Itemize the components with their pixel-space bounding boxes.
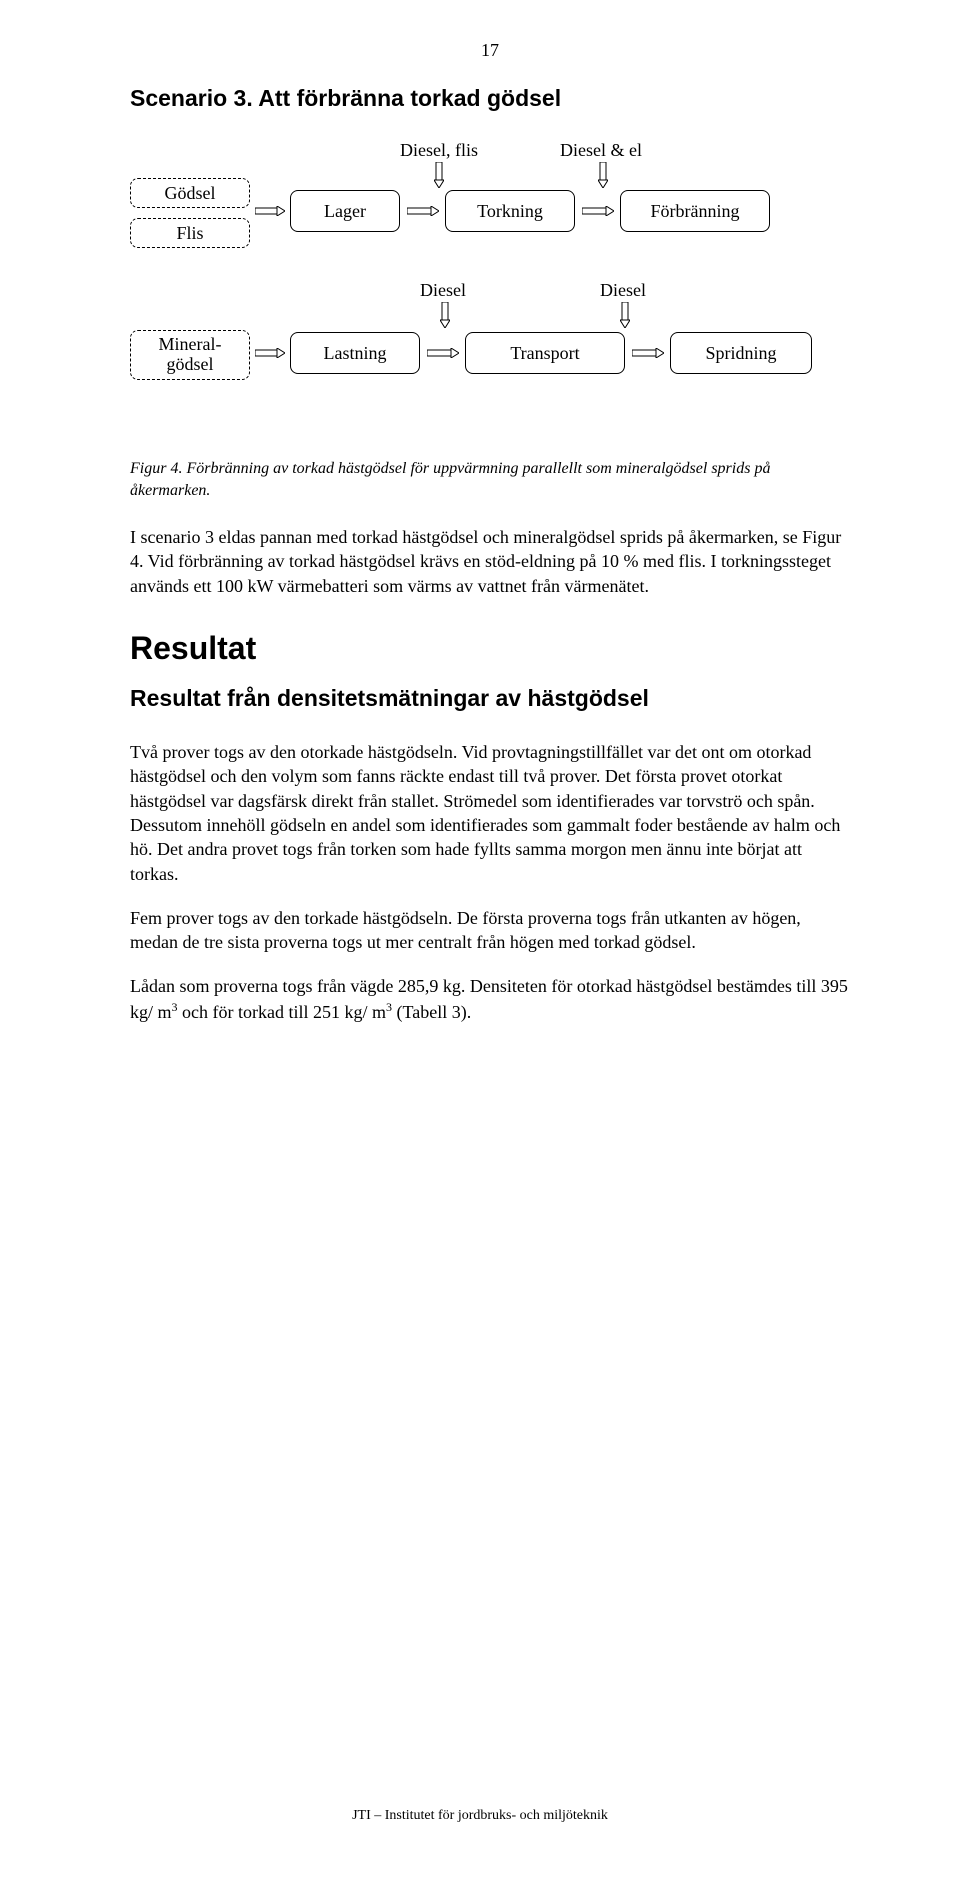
label-diesel-el: Diesel & el [560,140,642,161]
page-number: 17 [130,40,850,61]
paragraph-4-b: och för torkad till 251 kg/ m [178,1002,386,1022]
label-diesel-2: Diesel [600,280,646,301]
paragraph-4: Lådan som proverna togs från vägde 285,9… [130,974,850,1024]
arrow-right-icon [632,348,664,358]
arrow-down-icon [440,302,450,328]
arrow-right-icon [407,206,439,216]
box-flis: Flis [130,218,250,248]
paragraph-2: Två prover togs av den otorkade hästgöds… [130,740,850,886]
footer-text: JTI – Institutet för jordbruks- och milj… [0,1808,960,1824]
label-diesel-flis: Diesel, flis [400,140,478,161]
arrow-down-icon [620,302,630,328]
box-mineralgodsel: Mineral- gödsel [130,330,250,380]
flow-diagram: Diesel, flis Diesel & el Gödsel Flis Lag… [130,140,850,430]
arrow-right-icon [427,348,459,358]
box-lager: Lager [290,190,400,232]
box-forbranning: Förbränning [620,190,770,232]
box-lastning: Lastning [290,332,420,374]
figure-caption: Figur 4. Förbränning av torkad hästgödse… [130,458,850,501]
label-diesel-1: Diesel [420,280,466,301]
arrow-right-icon [255,348,285,358]
box-godsel: Gödsel [130,178,250,208]
arrow-right-icon [255,206,285,216]
arrow-right-icon [582,206,614,216]
paragraph-1: I scenario 3 eldas pannan med torkad häs… [130,525,850,598]
arrow-down-icon [434,162,444,188]
heading-scenario: Scenario 3. Att förbränna torkad gödsel [130,85,850,112]
box-spridning: Spridning [670,332,812,374]
box-transport: Transport [465,332,625,374]
paragraph-4-c: (Tabell 3). [392,1002,471,1022]
paragraph-3: Fem prover togs av den torkade hästgödse… [130,906,850,955]
arrow-down-icon [598,162,608,188]
box-torkning: Torkning [445,190,575,232]
heading-resultat: Resultat [130,630,850,667]
heading-resultat-sub: Resultat från densitetsmätningar av häst… [130,685,850,712]
